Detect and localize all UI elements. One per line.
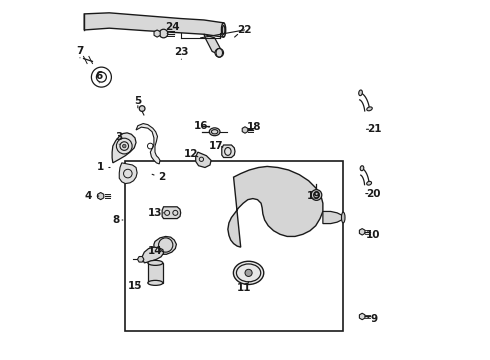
Text: 4: 4 — [85, 191, 92, 201]
Ellipse shape — [233, 261, 264, 284]
Text: 18: 18 — [246, 122, 261, 132]
Text: 3: 3 — [116, 132, 123, 142]
Text: 2: 2 — [158, 172, 166, 182]
Polygon shape — [136, 123, 160, 164]
Text: 12: 12 — [183, 149, 198, 159]
Ellipse shape — [367, 181, 371, 185]
Text: 11: 11 — [237, 283, 251, 293]
Polygon shape — [242, 127, 248, 133]
Polygon shape — [359, 313, 365, 320]
Text: 16: 16 — [194, 121, 209, 131]
Text: 10: 10 — [366, 230, 380, 240]
Text: 14: 14 — [147, 246, 162, 256]
Polygon shape — [228, 166, 323, 247]
Polygon shape — [142, 247, 164, 263]
Circle shape — [139, 106, 145, 111]
Text: 17: 17 — [208, 141, 223, 151]
Text: 20: 20 — [367, 189, 381, 199]
Circle shape — [159, 29, 168, 38]
Ellipse shape — [148, 280, 163, 285]
Text: 23: 23 — [174, 47, 189, 57]
Circle shape — [215, 49, 223, 57]
Text: 21: 21 — [367, 124, 382, 134]
Polygon shape — [154, 30, 160, 37]
Text: 1: 1 — [97, 162, 104, 172]
Ellipse shape — [367, 107, 372, 111]
Text: 6: 6 — [96, 71, 103, 81]
Polygon shape — [138, 257, 144, 262]
Ellipse shape — [342, 212, 345, 223]
Polygon shape — [154, 237, 176, 254]
Polygon shape — [98, 193, 104, 200]
Circle shape — [311, 190, 322, 201]
Polygon shape — [119, 163, 137, 184]
Text: 5: 5 — [134, 96, 142, 107]
Ellipse shape — [209, 128, 220, 136]
Ellipse shape — [148, 260, 163, 265]
Text: 9: 9 — [371, 314, 378, 324]
Polygon shape — [196, 152, 211, 167]
Polygon shape — [84, 13, 223, 37]
Polygon shape — [222, 145, 235, 157]
Text: 22: 22 — [237, 25, 251, 35]
Polygon shape — [204, 34, 221, 54]
Bar — [125, 161, 343, 331]
Ellipse shape — [359, 90, 363, 96]
Text: 15: 15 — [128, 282, 142, 292]
Text: 19: 19 — [306, 191, 321, 201]
Polygon shape — [323, 211, 343, 224]
Polygon shape — [162, 207, 181, 219]
Polygon shape — [359, 229, 365, 235]
Polygon shape — [112, 133, 136, 163]
Circle shape — [122, 144, 126, 148]
Bar — [148, 263, 163, 283]
Circle shape — [245, 269, 252, 276]
Text: 8: 8 — [113, 215, 120, 225]
Text: 13: 13 — [147, 208, 162, 218]
Ellipse shape — [360, 166, 364, 171]
Text: 24: 24 — [166, 22, 180, 32]
Ellipse shape — [221, 23, 226, 37]
Text: 7: 7 — [76, 46, 84, 56]
